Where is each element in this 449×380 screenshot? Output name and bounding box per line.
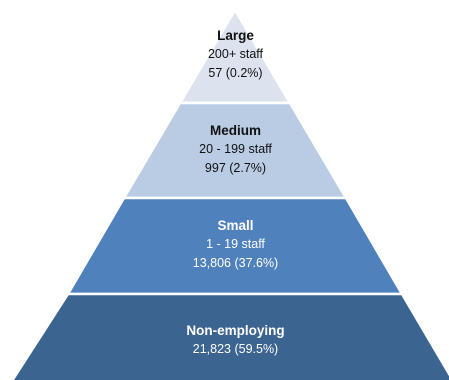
tier-medium-label: Medium 20 - 199 staff 997 (2.7%) (0, 121, 449, 178)
tier-medium-count: 997 (2.7%) (204, 161, 267, 175)
tier-large-name: Large (217, 28, 254, 43)
tier-large-count: 57 (0.2%) (208, 66, 263, 80)
tier-nonemploying-label: Non-employing 21,823 (59.5%) (0, 321, 449, 359)
tier-small-name: Small (217, 218, 254, 233)
tier-small-label: Small 1 - 19 staff 13,806 (37.6%) (0, 216, 449, 273)
tier-small-count: 13,806 (37.6%) (192, 256, 279, 270)
tier-large-staff: 200+ staff (207, 47, 264, 61)
tier-nonemploying-count: 21,823 (59.5%) (192, 342, 279, 356)
tier-medium-name: Medium (209, 123, 261, 138)
tier-nonemploying-shape (11, 292, 449, 380)
tier-medium-staff: 20 - 199 staff (199, 142, 272, 156)
tier-nonemploying-name: Non-employing (186, 323, 285, 338)
tier-small-staff: 1 - 19 staff (206, 237, 265, 251)
tier-large-label: Large 200+ staff 57 (0.2%) (0, 26, 449, 83)
